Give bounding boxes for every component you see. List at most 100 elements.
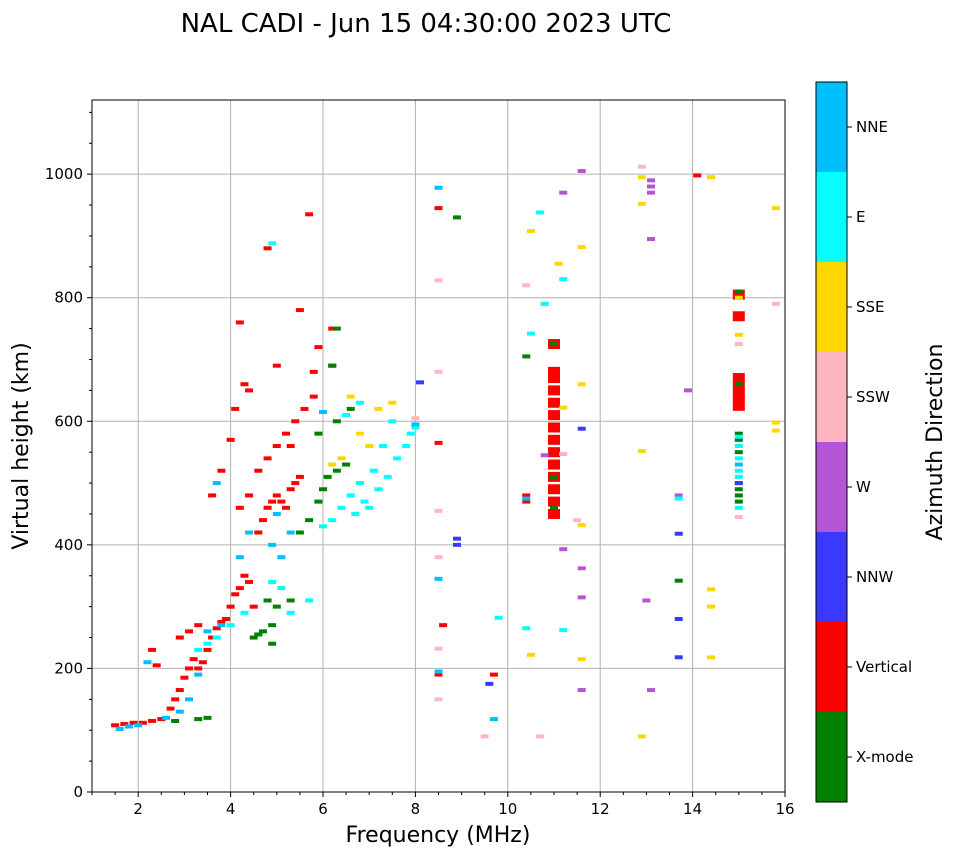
data-point	[707, 604, 716, 609]
data-point	[134, 723, 143, 728]
data-point	[305, 518, 314, 523]
data-point	[734, 493, 743, 498]
data-point	[217, 623, 226, 628]
data-point	[707, 655, 716, 660]
data-point	[637, 201, 646, 206]
data-point	[402, 444, 411, 448]
data-point	[212, 635, 221, 640]
data-point	[392, 456, 401, 461]
data-point	[245, 579, 254, 584]
data-point	[369, 468, 378, 473]
data-point	[548, 434, 560, 445]
data-point	[120, 722, 129, 727]
data-point	[577, 245, 586, 250]
data-point	[434, 369, 443, 374]
data-point	[263, 246, 272, 251]
series-nne	[115, 185, 743, 731]
data-point	[129, 720, 138, 725]
data-point	[346, 493, 355, 498]
data-point	[406, 431, 415, 436]
data-point	[277, 499, 286, 504]
data-point	[573, 518, 582, 523]
data-point	[771, 428, 780, 433]
data-point	[268, 499, 277, 504]
data-point	[286, 598, 295, 603]
data-point	[771, 301, 780, 306]
data-point	[245, 493, 254, 498]
data-point	[554, 261, 563, 266]
data-point	[217, 468, 226, 473]
data-point	[319, 524, 327, 529]
data-point	[235, 320, 244, 325]
data-point	[548, 373, 560, 384]
data-point	[674, 578, 683, 583]
data-point	[226, 437, 235, 442]
data-point	[526, 331, 535, 336]
data-point	[439, 623, 448, 628]
data-point	[434, 278, 443, 283]
data-point	[235, 555, 244, 560]
data-point	[342, 462, 351, 467]
data-point	[522, 626, 531, 631]
data-point	[254, 632, 263, 637]
data-point	[577, 426, 586, 431]
colorbar-label-w: W	[856, 478, 871, 496]
data-point	[559, 405, 568, 410]
data-point	[434, 185, 443, 190]
data-point	[434, 440, 443, 445]
data-point	[411, 422, 420, 427]
data-point	[272, 511, 281, 516]
data-point	[332, 468, 341, 473]
data-point	[374, 406, 383, 411]
data-point	[226, 604, 235, 609]
data-point	[355, 431, 364, 436]
data-point	[300, 406, 309, 411]
y-tick-label: 800	[54, 289, 83, 307]
data-point	[328, 326, 337, 331]
data-point	[111, 723, 120, 728]
data-point	[365, 505, 374, 510]
data-point	[305, 212, 314, 217]
series-w	[540, 169, 692, 693]
data-point	[175, 635, 184, 640]
x-tick-label: 2	[133, 800, 143, 818]
colorbar-swatch	[816, 622, 847, 712]
data-point	[452, 215, 461, 220]
data-point	[328, 462, 337, 467]
data-point	[577, 566, 586, 571]
data-point	[548, 422, 560, 433]
data-point	[212, 626, 221, 631]
data-point	[185, 666, 194, 671]
series-ssw	[411, 164, 780, 739]
data-point	[647, 688, 656, 693]
data-point	[411, 425, 420, 430]
data-point	[522, 354, 531, 359]
x-axis-ticks: 2 4 6 8 10 12 14 16	[91, 792, 795, 818]
data-point	[734, 444, 743, 448]
series-e	[194, 210, 743, 652]
data-point	[732, 382, 745, 393]
data-point	[332, 326, 341, 331]
data-point	[548, 484, 560, 495]
data-point	[272, 444, 281, 448]
data-point	[489, 717, 498, 722]
data-point	[263, 505, 272, 510]
data-point	[180, 675, 189, 680]
data-point	[337, 456, 346, 461]
data-point	[452, 536, 461, 541]
data-point	[480, 734, 489, 739]
data-point	[291, 481, 300, 486]
data-point	[548, 385, 560, 396]
colorbar-label-nne: NNE	[856, 118, 888, 136]
data-point	[295, 308, 304, 313]
data-point	[577, 688, 586, 693]
data-point	[272, 363, 281, 368]
data-point	[707, 175, 716, 180]
data-point	[208, 635, 217, 640]
colorbar-label-e: E	[856, 208, 865, 226]
data-point	[240, 573, 249, 578]
data-point	[203, 629, 212, 634]
data-point	[245, 388, 254, 393]
data-point	[221, 617, 230, 621]
y-tick-label: 0	[73, 783, 83, 801]
